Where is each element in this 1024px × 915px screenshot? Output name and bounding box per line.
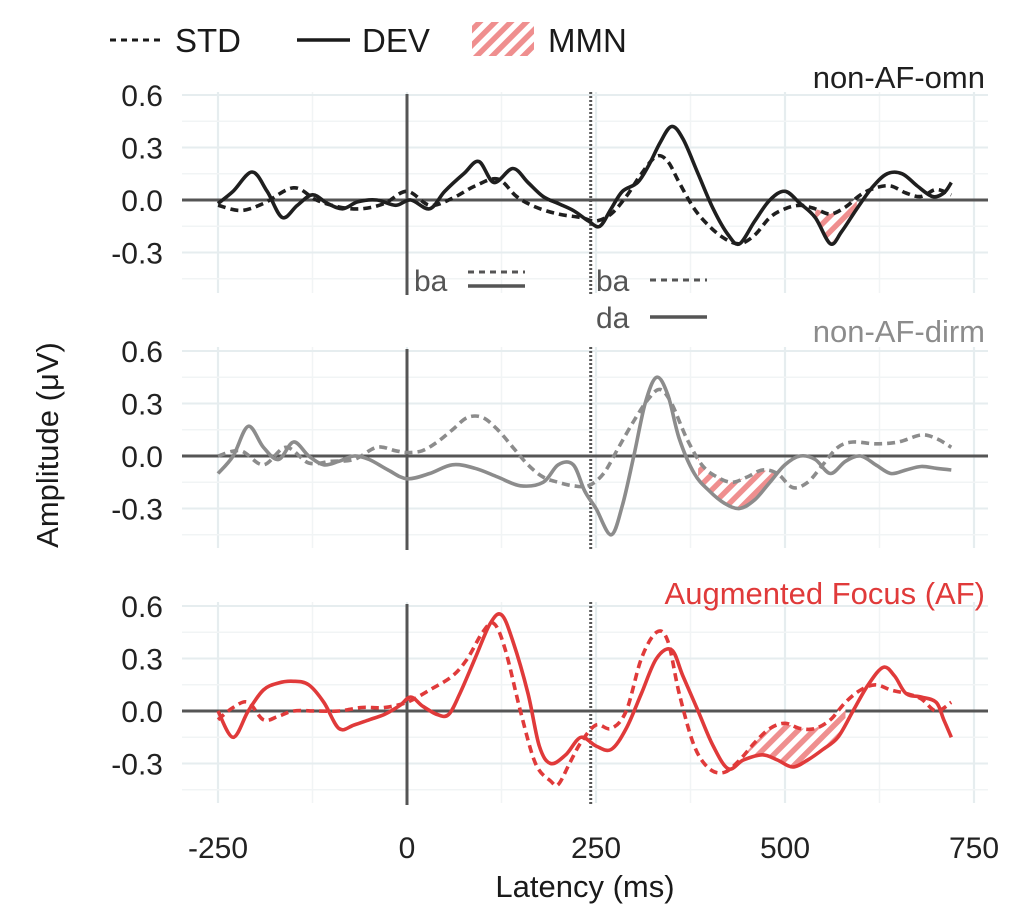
legend: STD DEV MMN [110, 22, 627, 59]
x-axis-title: Latency (ms) [495, 869, 674, 904]
panels: 0.6 0.3 0.0 -0.3 non-AF-omn 0.6 0.3 0.0 -0.3 non-… [111, 60, 988, 805]
legend-dev-label: DEV [362, 22, 430, 59]
panel-title: non-AF-omn [813, 60, 985, 95]
panel-1: 0.6 0.3 0.0 -0.3 non-AF-omn [111, 60, 988, 295]
stimulus-annotations: ba ba da [414, 265, 707, 335]
y-axis-title: Amplitude (μV) [30, 342, 65, 548]
y-tick-label: 0.3 [121, 389, 163, 422]
legend-mmn-label: MMN [548, 22, 627, 59]
legend-mmn-swatch [472, 22, 534, 56]
y-tick-label: 0.0 [121, 696, 163, 729]
y-tick-label: -0.3 [111, 494, 163, 527]
panel-2: 0.6 0.3 0.0 -0.3 non-AF-dirm [111, 314, 988, 550]
stim-da-label: da [596, 302, 630, 335]
x-tick-label: 250 [571, 832, 621, 865]
series-line-dev [216, 375, 952, 537]
x-tick-label: 750 [949, 832, 999, 865]
y-tick-label: 0.3 [121, 644, 163, 677]
y-tick-label: 0.0 [121, 185, 163, 218]
series-line-dev [216, 124, 953, 247]
y-tick-label: 0.0 [121, 441, 163, 474]
x-tick-label: -250 [188, 832, 248, 865]
legend-std-label: STD [175, 22, 241, 59]
x-axis-ticks: -250 0 250 500 750 [188, 832, 999, 865]
panel-3: 0.6 0.3 0.0 -0.3 Augmented Focus (AF) [111, 576, 988, 805]
y-tick-label: 0.6 [121, 336, 163, 369]
y-tick-label: -0.3 [111, 749, 163, 782]
stim-ba-label-2: ba [596, 265, 630, 298]
mmn-area [698, 458, 782, 509]
series-line-std [217, 387, 953, 490]
y-tick-label: -0.3 [111, 238, 163, 271]
y-tick-label: 0.3 [121, 133, 163, 166]
y-tick-label: 0.6 [121, 591, 163, 624]
series-line-dev [216, 612, 953, 771]
stim-ba-label-1: ba [414, 265, 448, 298]
series-line-std [216, 621, 953, 788]
panel-title: Augmented Focus (AF) [665, 576, 985, 611]
mmn-area [815, 197, 857, 244]
panel-title: non-AF-dirm [813, 314, 985, 349]
x-tick-label: 0 [399, 832, 416, 865]
y-tick-label: 0.6 [121, 80, 163, 113]
x-tick-label: 500 [760, 832, 810, 865]
